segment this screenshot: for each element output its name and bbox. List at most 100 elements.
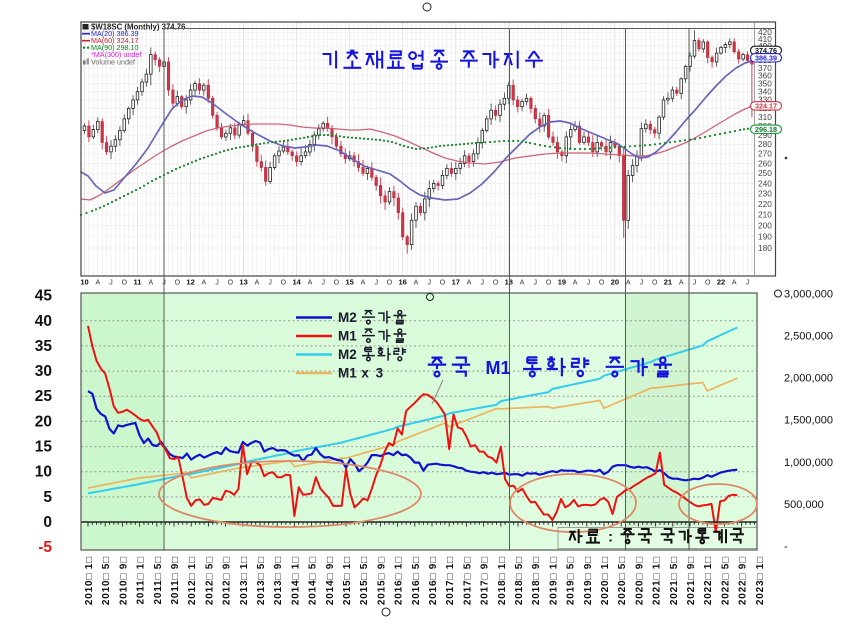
svg-text:420: 420: [758, 27, 772, 37]
svg-text:13: 13: [239, 278, 247, 287]
svg-text:O: O: [122, 280, 128, 287]
svg-text:310: 310: [758, 112, 772, 122]
svg-text:J: J: [109, 280, 113, 287]
svg-text:190: 190: [758, 232, 772, 242]
svg-text:2012□ 9□: 2012□ 9□: [222, 556, 233, 605]
svg-text:J: J: [321, 280, 325, 287]
svg-text:2014□ 1□: 2014□ 1□: [290, 556, 301, 605]
svg-text:A: A: [201, 280, 206, 287]
svg-text:250: 250: [758, 168, 772, 178]
svg-text:O: O: [334, 280, 340, 287]
svg-text:370: 370: [758, 63, 772, 73]
svg-text:280: 280: [758, 139, 772, 149]
svg-text:x: x: [361, 366, 369, 381]
svg-text:MA(90) 298.10: MA(90) 298.10: [91, 43, 139, 52]
svg-text:324.17: 324.17: [755, 102, 777, 111]
svg-text:2019□ 5□: 2019□ 5□: [566, 556, 577, 605]
svg-text:2,500,000: 2,500,000: [784, 331, 833, 343]
svg-text:J: J: [640, 280, 644, 287]
svg-text:10: 10: [80, 278, 88, 287]
svg-text:230: 230: [758, 189, 772, 199]
svg-text:2012□ 1□: 2012□ 1□: [187, 556, 198, 605]
svg-text::: :: [608, 530, 613, 546]
svg-text:2020□ 5□: 2020□ 5□: [617, 556, 628, 605]
svg-text:210: 210: [758, 210, 772, 220]
svg-text:30: 30: [35, 363, 52, 380]
svg-text:2021□ 5□: 2021□ 5□: [669, 556, 680, 605]
svg-text:$W18SC (Monthly) 374.76: $W18SC (Monthly) 374.76: [91, 22, 186, 31]
svg-text:J: J: [746, 280, 750, 287]
svg-text:2010□ 5□: 2010□ 5□: [101, 556, 112, 605]
svg-text:2013□ 1□: 2013□ 1□: [239, 556, 250, 605]
svg-text:2017□ 1□: 2017□ 1□: [445, 556, 456, 605]
svg-text:200: 200: [758, 221, 772, 231]
svg-text:2020□ 9□: 2020□ 9□: [634, 556, 645, 605]
svg-text:2011□ 9□: 2011□ 9□: [170, 556, 181, 605]
svg-text:11: 11: [134, 278, 142, 287]
svg-text:15: 15: [35, 439, 53, 456]
svg-text:5: 5: [43, 489, 52, 506]
svg-text:386.39: 386.39: [755, 54, 777, 63]
svg-text:20: 20: [611, 278, 619, 287]
svg-text:16: 16: [399, 278, 407, 287]
svg-text:12: 12: [186, 278, 194, 287]
svg-text:O: O: [546, 280, 552, 287]
svg-text:1,500,000: 1,500,000: [784, 415, 833, 427]
svg-text:O: O: [281, 280, 287, 287]
svg-text:2010□ 1□: 2010□ 1□: [84, 556, 95, 605]
svg-text:360: 360: [758, 71, 772, 81]
svg-text:2,000,000: 2,000,000: [784, 373, 833, 385]
svg-text:O: O: [175, 280, 181, 287]
svg-text:340: 340: [758, 86, 772, 96]
svg-text:220: 220: [758, 199, 772, 209]
svg-text:2022□ 1□: 2022□ 1□: [703, 556, 714, 605]
svg-text:M1: M1: [338, 329, 357, 344]
svg-text:3,000,000: 3,000,000: [784, 288, 833, 300]
svg-text:M2: M2: [338, 310, 357, 325]
svg-text:A: A: [308, 280, 313, 287]
svg-text:25: 25: [35, 388, 53, 405]
svg-text:2015□ 9□: 2015□ 9□: [376, 556, 387, 605]
svg-text:2016□ 5□: 2016□ 5□: [411, 556, 422, 605]
svg-text:22: 22: [717, 278, 725, 287]
svg-text:A: A: [361, 280, 366, 287]
svg-text:A: A: [255, 280, 260, 287]
svg-text:35: 35: [35, 338, 53, 355]
svg-text:MA(20) 386.39: MA(20) 386.39: [91, 29, 139, 38]
svg-text:2018□ 5□: 2018□ 5□: [514, 556, 525, 605]
svg-text:350: 350: [758, 78, 772, 88]
svg-text:A: A: [95, 280, 100, 287]
svg-text:A: A: [414, 280, 419, 287]
svg-text:O: O: [599, 280, 605, 287]
svg-text:330: 330: [758, 95, 772, 105]
svg-text:20: 20: [35, 413, 52, 430]
svg-text:*MA(300) undef: *MA(300) undef: [91, 50, 141, 59]
svg-text:2022□ 9□: 2022□ 9□: [738, 556, 749, 605]
svg-text:500,000: 500,000: [784, 499, 824, 511]
svg-text:10: 10: [35, 464, 52, 481]
svg-text:A: A: [679, 280, 684, 287]
svg-text:2015□ 5□: 2015□ 5□: [359, 556, 370, 605]
svg-text:2023□ 1□: 2023□ 1□: [755, 556, 766, 605]
svg-text:2017□ 5□: 2017□ 5□: [462, 556, 473, 605]
svg-text:J: J: [587, 280, 591, 287]
svg-text:15: 15: [346, 278, 354, 287]
svg-text:2010□ 9□: 2010□ 9□: [118, 556, 129, 605]
svg-text:M1: M1: [486, 358, 511, 378]
svg-text:O: O: [652, 280, 658, 287]
svg-text:2016□ 1□: 2016□ 1□: [394, 556, 405, 605]
svg-text:J: J: [693, 280, 697, 287]
svg-text:180: 180: [758, 243, 772, 253]
svg-text:O: O: [387, 280, 393, 287]
svg-text:A: A: [520, 280, 525, 287]
svg-text:2020□ 1□: 2020□ 1□: [600, 556, 611, 605]
svg-text:-: -: [784, 541, 788, 553]
svg-text:296.18: 296.18: [755, 125, 777, 134]
svg-text:2021□ 1□: 2021□ 1□: [652, 556, 663, 605]
svg-text:2018□ 9□: 2018□ 9□: [531, 556, 542, 605]
svg-text:A: A: [732, 280, 737, 287]
svg-text:260: 260: [758, 158, 772, 168]
svg-text:2019□ 1□: 2019□ 1□: [548, 556, 559, 605]
svg-text:410: 410: [758, 34, 772, 44]
svg-text:MA(60) 324.17: MA(60) 324.17: [91, 36, 139, 45]
